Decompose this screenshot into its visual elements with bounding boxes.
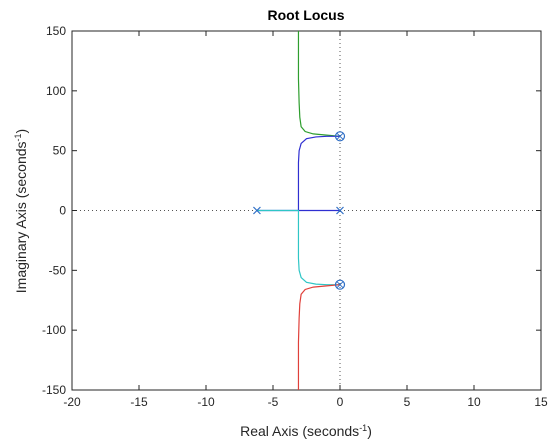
x-tick-label: 0 [337, 395, 344, 409]
y-tick-label: -50 [49, 263, 67, 277]
x-tick-label: -10 [197, 395, 215, 409]
x-tick-label: -5 [268, 395, 279, 409]
y-tick-label: 100 [46, 84, 66, 98]
pole-marker-1 [252, 206, 261, 215]
x-tick-label: -15 [130, 395, 148, 409]
x-tick-label: -20 [63, 395, 81, 409]
y-tick-label: 0 [59, 204, 66, 218]
x-axis-label: Real Axis (seconds-1) [240, 423, 372, 439]
y-axis-label: Imaginary Axis (seconds-1) [13, 129, 29, 293]
x-tick-label: 15 [534, 395, 548, 409]
x-tick-label: 5 [404, 395, 411, 409]
x-tick-label: 10 [467, 395, 481, 409]
locus-branches [256, 31, 341, 390]
y-tick-label: 150 [46, 24, 66, 38]
locus-branch-1 [297, 31, 341, 137]
y-tick-label: 50 [53, 144, 67, 158]
pole-zero-markers [252, 131, 346, 290]
locus-branch-3 [297, 135, 340, 211]
y-tick-label: -150 [42, 383, 66, 397]
zero-marker-1 [334, 131, 346, 142]
pole-marker-2 [336, 206, 344, 215]
locus-branch-4 [256, 209, 340, 286]
zero-marker-2 [334, 279, 346, 290]
y-tick-label: -100 [42, 323, 66, 337]
chart-title: Root Locus [268, 7, 345, 23]
locus-branch-5 [297, 284, 341, 390]
